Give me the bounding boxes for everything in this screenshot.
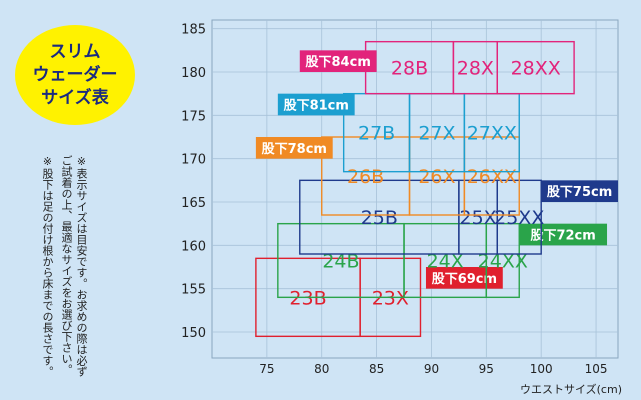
note-inseam-definition: ※股下は足の付け根から床までの長さです。 xyxy=(41,155,54,377)
size-label-25XX: 25XX xyxy=(494,207,544,229)
size-label-23B: 23B xyxy=(289,287,326,309)
inseam-tag-bg-3 xyxy=(255,137,333,159)
size-label-25X: 25X xyxy=(459,207,496,229)
size-label-26XX: 26XX xyxy=(467,166,517,188)
title-line-2: ウェーダー xyxy=(32,64,118,85)
size-label-27B: 27B xyxy=(358,123,395,145)
notes: ※表示サイズは目安です。お求めの際は必ずご試着の上、最適なサイズをお選び下さい。… xyxy=(36,155,89,380)
y-tick-label-7: 185 xyxy=(181,23,206,38)
x-tick-label-5: 100 xyxy=(530,362,553,376)
y-tick-label-2: 160 xyxy=(181,239,206,254)
size-label-24X: 24X xyxy=(427,251,464,273)
size-label-27XX: 27XX xyxy=(467,123,517,145)
x-tick-label-1: 80 xyxy=(314,362,329,376)
inseam-tag-2: 股下75cm xyxy=(547,185,612,200)
note-display-size: ※表示サイズは目安です。お求めの際は必ずご試着の上、最適なサイズをお選び下さい。 xyxy=(60,155,88,377)
size-label-28X: 28X xyxy=(457,58,494,80)
size-label-28B: 28B xyxy=(391,58,428,80)
size-box-26XX xyxy=(463,136,520,216)
inseam-tag-3: 股下78cm xyxy=(262,142,327,157)
y-tick-label-5: 175 xyxy=(181,109,206,124)
y-tick-label-1: 155 xyxy=(181,283,206,298)
inseam-tag-bg-4 xyxy=(277,93,355,116)
size-box-28XX xyxy=(496,40,575,95)
size-label-24B: 24B xyxy=(322,251,359,273)
title-line-1: スリム xyxy=(49,41,101,62)
y-tick-label-3: 165 xyxy=(181,196,206,211)
size-label-26B: 26B xyxy=(347,166,384,188)
title-badge: スリム ウェーダー サイズ表 xyxy=(15,25,135,125)
inseam-tag-5: 股下84cm xyxy=(306,55,371,70)
inseam-tag-0: 股下69cm xyxy=(432,272,497,287)
inseam-tag-bg-2 xyxy=(541,180,618,202)
inseam-tag-bg-5 xyxy=(299,50,377,72)
x-axis-label: ウエストサイズ(cm) xyxy=(520,382,622,396)
size-label-26X: 26X xyxy=(418,166,455,188)
size-label-25B: 25B xyxy=(361,207,398,229)
size-box-24XX xyxy=(485,222,520,299)
x-tick-label-4: 95 xyxy=(479,362,494,376)
x-tick-label-0: 75 xyxy=(259,362,274,376)
x-tick-label-2: 85 xyxy=(369,362,384,376)
inseam-tag-1: 股下72cm xyxy=(530,229,595,244)
inseam-tag-bg-0 xyxy=(425,267,503,289)
title-line-3: サイズ表 xyxy=(41,87,109,108)
y-tick-label-0: 150 xyxy=(181,326,206,341)
size-label-24XX: 24XX xyxy=(478,251,528,273)
size-label-23X: 23X xyxy=(372,287,409,309)
inseam-tag-4: 股下81cm xyxy=(284,99,349,114)
y-tick-label-4: 170 xyxy=(181,153,206,168)
x-tick-label-3: 90 xyxy=(424,362,439,376)
y-tick-label-6: 180 xyxy=(181,66,206,81)
x-tick-label-6: 105 xyxy=(585,362,608,376)
size-label-27X: 27X xyxy=(418,123,455,145)
size-label-28XX: 28XX xyxy=(511,58,561,80)
